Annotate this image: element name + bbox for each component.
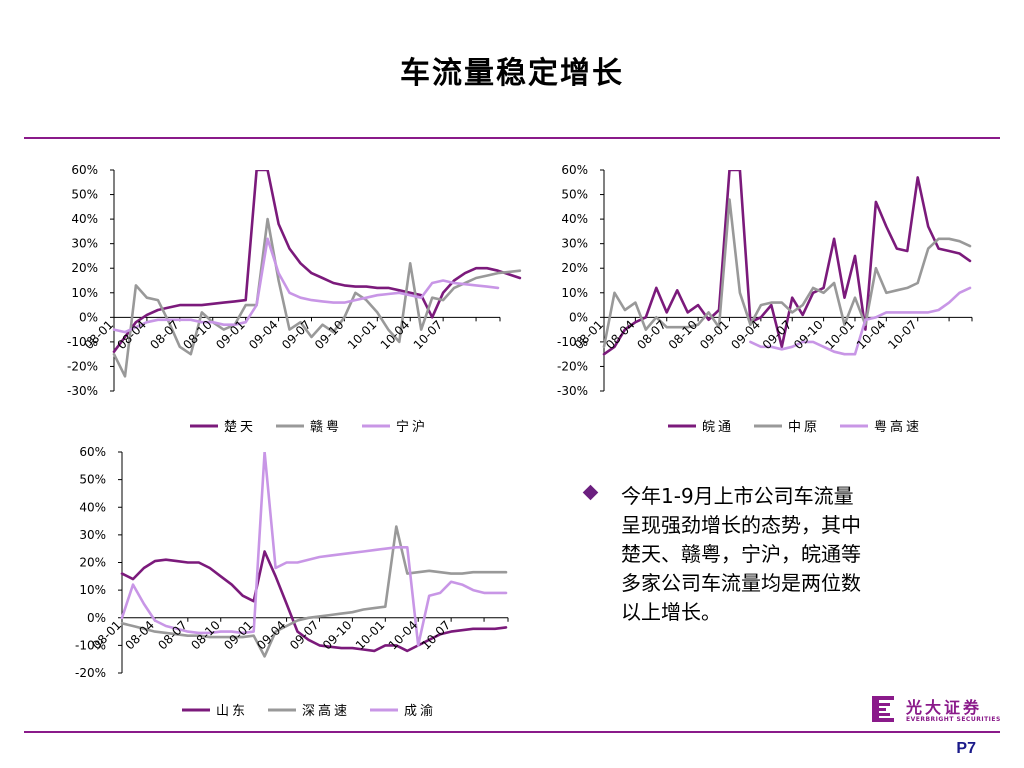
series-line-1	[120, 550, 508, 653]
y-tick-label: -10%	[75, 638, 106, 652]
legend-label: 成渝	[404, 703, 436, 719]
company-logo: 光大证券 EVERBRIGHT SECURITIES	[872, 692, 1002, 726]
x-tick-label: 09-04	[254, 618, 289, 653]
logo-english-name: EVERBRIGHT SECURITIES	[906, 716, 1001, 723]
y-tick-label: 0%	[569, 310, 588, 324]
legend-label: 楚天	[224, 420, 256, 435]
legend-label: 中原	[788, 420, 820, 435]
y-tick-label: 10%	[71, 286, 98, 300]
y-tick-label: 40%	[71, 212, 98, 226]
y-tick-label: -20%	[557, 359, 588, 373]
y-tick-label: 10%	[561, 286, 588, 300]
series-line-3	[112, 237, 500, 334]
legend-label: 粤高速	[874, 419, 922, 435]
x-tick-label: 09-04	[246, 318, 281, 353]
y-tick-label: 30%	[561, 237, 588, 251]
y-tick-label: 40%	[561, 212, 588, 226]
page-number: P7	[956, 740, 976, 757]
y-tick-label: 10%	[79, 583, 106, 597]
chart-shandong-shengaosu-chengyu: 60%50%40%30%20%10%0%-10%-20%08-0108-0408…	[75, 445, 509, 719]
legend-label: 深高速	[302, 703, 350, 719]
top-divider	[24, 137, 1000, 139]
y-tick-label: 60%	[71, 163, 98, 177]
y-tick-label: 0%	[79, 310, 98, 324]
series-line-3	[120, 452, 508, 647]
y-tick-label: -10%	[557, 335, 588, 349]
x-tick-label: 10-04	[854, 318, 889, 353]
y-tick-label: 20%	[71, 261, 98, 275]
y-tick-label: -10%	[67, 335, 98, 349]
x-tick-label: 10-01	[823, 318, 858, 353]
y-tick-label: 40%	[79, 500, 106, 514]
series-line-2	[602, 198, 972, 349]
diamond-bullet-icon	[582, 484, 599, 501]
y-tick-label: 50%	[79, 473, 106, 487]
legend-label: 宁沪	[396, 419, 428, 435]
y-tick-label: -20%	[75, 666, 106, 680]
x-tick-label: 08-10	[180, 318, 215, 353]
y-tick-label: 50%	[561, 188, 588, 202]
x-tick-label: 10-07	[411, 318, 446, 353]
x-tick-label: 10-01	[345, 318, 380, 353]
bottom-divider	[24, 731, 1000, 733]
y-tick-label: -20%	[67, 359, 98, 373]
x-tick-label: 08-07	[147, 318, 182, 353]
series-line-2	[112, 217, 522, 378]
y-tick-label: 50%	[71, 188, 98, 202]
chart-chutian-ganyue-ninghu: 60%50%40%30%20%10%0%-10%-20%-30%08-0108-…	[67, 163, 522, 435]
legend-label: 山东	[216, 704, 248, 719]
x-tick-label: 09-10	[312, 318, 347, 353]
legend-label: 赣粤	[310, 419, 342, 435]
x-tick-label: 08-04	[122, 618, 157, 653]
x-tick-label: 09-10	[791, 318, 826, 353]
y-tick-label: 0%	[87, 611, 106, 625]
y-tick-label: -30%	[557, 384, 588, 398]
series-line-3	[749, 286, 972, 356]
y-tick-label: 60%	[79, 445, 106, 459]
x-tick-label: 08-10	[666, 318, 701, 353]
page-title: 车流量稳定增长	[400, 56, 624, 91]
series-line-1	[602, 170, 972, 356]
x-tick-label: 10-07	[885, 318, 920, 353]
y-tick-label: 20%	[79, 556, 106, 570]
chart-wantong-zhongyuan-yuegaosu: 60%50%40%30%20%10%0%-10%-20%-30%08-0108-…	[557, 163, 973, 435]
legend-label: 皖通	[702, 420, 734, 435]
logo-chinese-name: 光大证券	[906, 698, 983, 717]
x-tick-label: 09-04	[728, 318, 763, 353]
series-line-2	[120, 525, 508, 658]
y-tick-label: 20%	[561, 261, 588, 275]
y-tick-label: -30%	[67, 384, 98, 398]
summary-text: 今年1-9月上市公司车流量呈现强劲增长的态势，其中楚天、赣粤，宁沪，皖通等多家公…	[621, 484, 861, 624]
y-tick-label: 30%	[71, 237, 98, 251]
everbright-logo-icon	[872, 696, 894, 722]
y-tick-label: 60%	[561, 163, 588, 177]
y-tick-label: 30%	[79, 528, 106, 542]
